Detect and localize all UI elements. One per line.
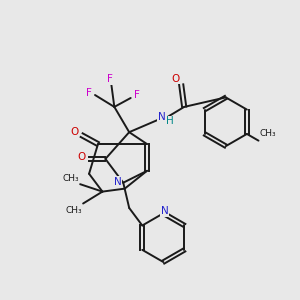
Text: F: F (107, 74, 113, 84)
Text: F: F (86, 88, 92, 98)
Text: CH₃: CH₃ (62, 174, 79, 183)
Text: N: N (161, 206, 169, 216)
Text: H: H (166, 116, 174, 126)
Text: O: O (77, 152, 86, 162)
Text: N: N (114, 177, 122, 187)
Text: N: N (158, 112, 166, 122)
Text: CH₃: CH₃ (260, 129, 277, 138)
Text: CH₃: CH₃ (65, 206, 82, 215)
Text: F: F (134, 90, 140, 100)
Text: O: O (171, 74, 179, 84)
Text: O: O (70, 127, 78, 137)
